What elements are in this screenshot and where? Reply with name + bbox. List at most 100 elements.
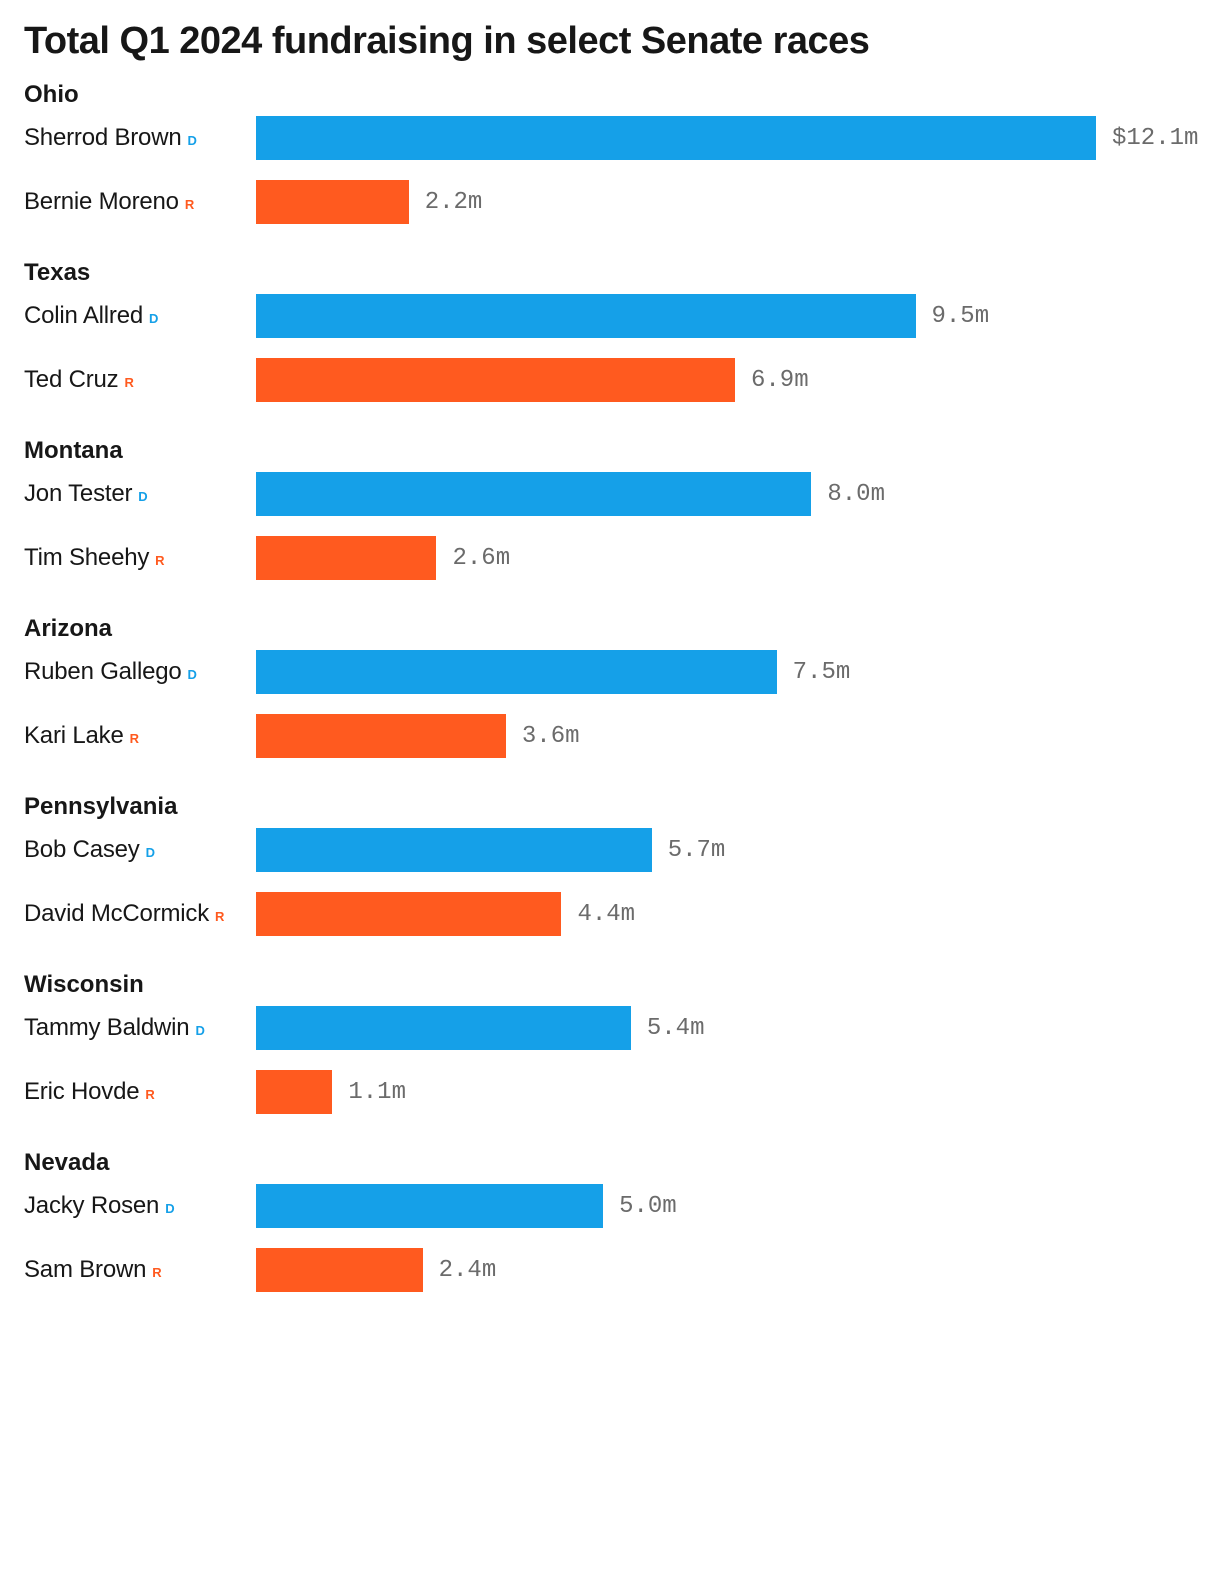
value-label: 5.7m — [668, 837, 726, 864]
candidate-label-col: Bob Casey D — [24, 836, 256, 864]
candidate-name: Sam Brown — [24, 1256, 146, 1284]
bar — [256, 1184, 603, 1228]
candidate-row: Jacky Rosen D 5.0m — [24, 1183, 1196, 1229]
bar — [256, 892, 561, 936]
party-badge: R — [215, 909, 225, 924]
candidate-row: Sherrod BrownD$12.1m — [24, 115, 1196, 161]
value-label: 4.4m — [577, 901, 635, 928]
bar-col: 8.0m — [256, 472, 1196, 516]
value-label: 2.6m — [452, 545, 510, 572]
value-label: 6.9m — [751, 367, 809, 394]
value-label: 2.2m — [425, 189, 483, 216]
value-label: 9.5m — [932, 303, 990, 330]
candidate-name: Sherrod Brown — [24, 124, 181, 152]
bar-col: 7.5m — [256, 650, 1196, 694]
party-badge: R — [155, 553, 165, 568]
candidate-label-col: Jon Tester D — [24, 480, 256, 508]
candidate-label-col: Kari Lake R — [24, 722, 256, 750]
bar — [256, 116, 1096, 160]
state-group: Texas Colin Allred D 9.5m Ted CruzR 6.9m — [24, 259, 1196, 403]
bar-col: 5.7m — [256, 828, 1196, 872]
party-badge: D — [195, 1023, 205, 1038]
bar — [256, 1248, 423, 1292]
state-group: OhioSherrod BrownD$12.1mBernie MorenoR2.… — [24, 81, 1196, 225]
candidate-name: Kari Lake — [24, 722, 124, 750]
candidate-row: Ruben Gallego D 7.5m — [24, 649, 1196, 695]
state-header: Texas — [24, 259, 1196, 287]
bar-col: 5.0m — [256, 1184, 1196, 1228]
candidate-label-col: Tammy BaldwinD — [24, 1014, 256, 1042]
candidate-name: Ruben Gallego — [24, 658, 182, 686]
bar — [256, 472, 811, 516]
candidate-name: David McCormick — [24, 900, 209, 928]
bar-col: 2.2m — [256, 180, 1196, 224]
value-label: 8.0m — [827, 481, 885, 508]
candidate-label-col: Ted CruzR — [24, 366, 256, 394]
bar-col: 4.4m — [256, 892, 1196, 936]
party-badge: R — [145, 1087, 155, 1102]
candidate-label-col: Bernie Moreno R — [24, 188, 256, 216]
candidate-name: Bernie Moreno — [24, 188, 179, 216]
state-group: NevadaJacky RosenD5.0mSam BrownR2.4m — [24, 1149, 1196, 1293]
bar-col: 2.4m — [256, 1248, 1196, 1292]
bar — [256, 1006, 631, 1050]
candidate-label-col: David McCormick R — [24, 900, 256, 928]
state-header: Montana — [24, 437, 1196, 465]
candidate-label-col: Tim Sheehy R — [24, 544, 256, 572]
candidate-label-col: Eric Hovde R — [24, 1078, 256, 1106]
candidate-row: Kari Lake R 3.6m — [24, 713, 1196, 759]
bar-col: 5.4m — [256, 1006, 1196, 1050]
party-badge: D — [146, 845, 156, 860]
state-header: Ohio — [24, 81, 1196, 109]
candidate-name: Jacky Rosen — [24, 1192, 159, 1220]
state-group: Montana Jon Tester D 8.0m Tim Sheehy R 2.6m — [24, 437, 1196, 581]
state-header: Nevada — [24, 1149, 1196, 1177]
candidate-name: Tim Sheehy — [24, 544, 149, 572]
chart-body: OhioSherrod BrownD$12.1mBernie MorenoR2.… — [24, 81, 1196, 1293]
candidate-row: Tim Sheehy R 2.6m — [24, 535, 1196, 581]
candidate-name: Ted Cruz — [24, 366, 118, 394]
party-badge: D — [188, 667, 198, 682]
party-badge: D — [138, 489, 148, 504]
candidate-label-col: Colin Allred D — [24, 302, 256, 330]
candidate-row: Eric Hovde R 1.1m — [24, 1069, 1196, 1115]
party-badge: D — [149, 311, 159, 326]
value-label: 7.5m — [793, 659, 851, 686]
bar — [256, 828, 652, 872]
party-badge: D — [187, 133, 197, 148]
candidate-row: Colin Allred D 9.5m — [24, 293, 1196, 339]
state-header: Arizona — [24, 615, 1196, 643]
value-label: 3.6m — [522, 723, 580, 750]
bar — [256, 1070, 332, 1114]
candidate-row: Jon Tester D 8.0m — [24, 471, 1196, 517]
value-label: 2.4m — [439, 1257, 497, 1284]
bar — [256, 358, 735, 402]
value-label: 5.0m — [619, 1193, 677, 1220]
candidate-label-col: Sherrod Brown D — [24, 124, 256, 152]
bar-col: 1.1m — [256, 1070, 1196, 1114]
candidate-name: Bob Casey — [24, 836, 140, 864]
candidate-row: Tammy BaldwinD5.4m — [24, 1005, 1196, 1051]
state-header: Pennsylvania — [24, 793, 1196, 821]
state-header: Wisconsin — [24, 971, 1196, 999]
bar — [256, 180, 409, 224]
bar-col: 9.5m — [256, 294, 1196, 338]
party-badge: R — [130, 731, 140, 746]
bar — [256, 536, 436, 580]
candidate-row: Ted CruzR 6.9m — [24, 357, 1196, 403]
state-group: Wisconsin Tammy BaldwinD5.4m Eric Hovde R 1.… — [24, 971, 1196, 1115]
party-badge: R — [185, 197, 195, 212]
bar — [256, 294, 916, 338]
bar-col: 2.6m — [256, 536, 1196, 580]
candidate-name: Jon Tester — [24, 480, 132, 508]
candidate-name: Colin Allred — [24, 302, 143, 330]
bar — [256, 650, 777, 694]
state-group: Arizona Ruben Gallego D 7.5m Kari Lake R 3.6m — [24, 615, 1196, 759]
chart-title: Total Q1 2024 fundraising in select Sena… — [24, 20, 1196, 63]
candidate-label-col: Ruben Gallego D — [24, 658, 256, 686]
candidate-row: David McCormick R 4.4m — [24, 891, 1196, 937]
candidate-row: Bob Casey D 5.7m — [24, 827, 1196, 873]
bar-col: 3.6m — [256, 714, 1196, 758]
party-badge: D — [165, 1201, 175, 1216]
candidate-name: Eric Hovde — [24, 1078, 139, 1106]
